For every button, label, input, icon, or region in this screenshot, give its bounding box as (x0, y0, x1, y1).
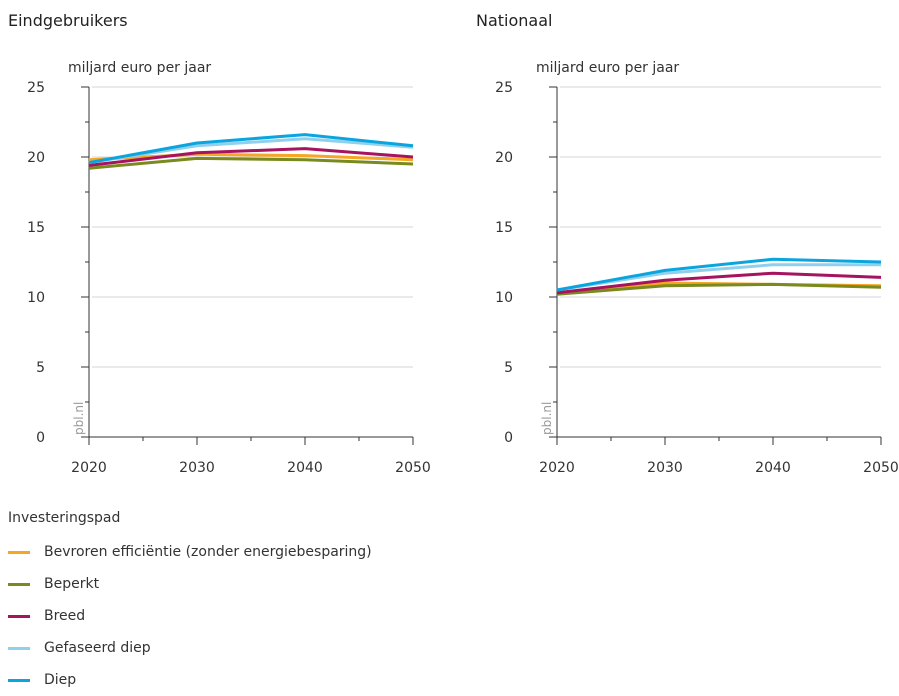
legend-title: Investeringspad (8, 510, 121, 526)
y-tick-label: 10 (495, 290, 513, 306)
legend: Investeringspad Bevroren efficiëntie (zo… (8, 510, 372, 696)
legend-label: Beperkt (44, 576, 100, 592)
charts-svg: Eindgebruikers miljard euro per jaar 0 5 10 1… (8, 11, 899, 476)
legend-item: Diep (8, 664, 372, 696)
y-tick-label: 15 (27, 220, 45, 236)
series-line (88, 133, 414, 165)
legend-item: Gefaseerd diep (8, 632, 372, 664)
y-tick-label: 5 (36, 360, 45, 376)
legend-label: Gefaseerd diep (44, 640, 151, 656)
legend-swatch (8, 646, 30, 650)
legend-label: Diep (44, 672, 77, 688)
y-tick-label: 20 (27, 150, 45, 166)
x-tick-label: 2020 (539, 460, 575, 476)
y-axis-label: miljard euro per jaar (536, 60, 679, 76)
y-tick-label: 10 (27, 290, 45, 306)
series-line (88, 152, 414, 162)
panel-title: Nationaal (476, 11, 552, 30)
legend-swatch (8, 582, 30, 586)
legend-swatch (8, 550, 30, 554)
legend-item: Breed (8, 600, 372, 632)
y-tick-label: 20 (495, 150, 513, 166)
series-line (556, 282, 882, 296)
x-tick-label: 2030 (179, 460, 215, 476)
y-tick-label: 25 (495, 80, 513, 96)
x-tick-label: 2030 (647, 460, 683, 476)
y-tick-label: 25 (27, 80, 45, 96)
x-tick-label: 2040 (755, 460, 791, 476)
series-line (88, 147, 414, 167)
series-line (556, 257, 882, 292)
legend-label: Bevroren efficiëntie (zonder energiebesp… (44, 544, 372, 560)
source-label: pbl.nl (540, 402, 554, 435)
y-tick-label: 0 (504, 430, 513, 446)
x-tick-label: 2040 (287, 460, 323, 476)
y-tick-label: 15 (495, 220, 513, 236)
y-tick-label: 0 (36, 430, 45, 446)
source-label: pbl.nl (72, 402, 86, 435)
x-tick-label: 2050 (863, 460, 899, 476)
x-tick-label: 2020 (71, 460, 107, 476)
panel-title: Eindgebruikers (8, 11, 128, 30)
series-line (556, 271, 882, 295)
y-tick-label: 5 (504, 360, 513, 376)
y-axis-label: miljard euro per jaar (68, 60, 211, 76)
legend-swatch (8, 678, 30, 682)
legend-label: Breed (44, 608, 86, 624)
x-tick-label: 2050 (395, 460, 431, 476)
series-line (88, 156, 414, 170)
legend-swatch (8, 614, 30, 618)
legend-item: Bevroren efficiëntie (zonder energiebesp… (8, 536, 372, 568)
legend-item: Beperkt (8, 568, 372, 600)
